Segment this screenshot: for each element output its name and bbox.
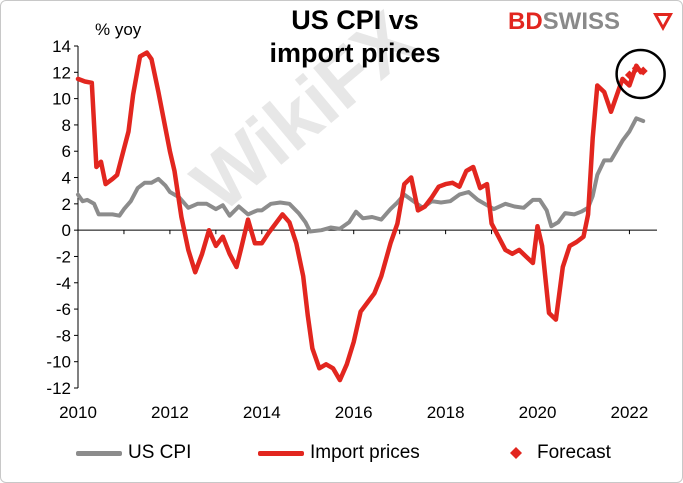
x-tick-label: 2012 (151, 403, 189, 422)
y-tick-label: -6 (56, 300, 71, 319)
legend-label-us-cpi: US CPI (128, 442, 192, 463)
y-tick-label: -8 (56, 326, 71, 345)
x-tick-label: 2018 (427, 403, 465, 422)
legend-label-import-prices: Import prices (310, 442, 420, 463)
x-tick-label: 2014 (243, 403, 281, 422)
y-tick-label: -2 (56, 247, 71, 266)
forecast-point (638, 66, 648, 76)
brand-bd: BD (508, 8, 543, 35)
legend: US CPI Import prices Forecast (0, 440, 683, 470)
x-tick-label: 2010 (59, 403, 97, 422)
x-tick-label: 2022 (611, 403, 649, 422)
legend-swatch-us-cpi (76, 450, 122, 456)
y-tick-label: -10 (46, 353, 71, 372)
y-tick-label: 10 (52, 90, 71, 109)
y-tick-label: 14 (52, 37, 71, 56)
legend-swatch-forecast (510, 447, 522, 459)
chart: 14 12 10 8 6 4 2 0 -2 -4 -6 -8 -10 -12 2010 2012 2014 201… (46, 37, 666, 422)
y-tick-label: 4 (62, 169, 71, 188)
series-line-import-prices (75, 50, 644, 383)
brand-swiss: SWISS (542, 8, 621, 35)
x-tick-label: 2016 (335, 403, 373, 422)
y-tick-label: 0 (62, 221, 71, 240)
y-tick-label: -4 (56, 274, 71, 293)
legend-swatch-import-prices (258, 450, 304, 456)
y-tick-label: 12 (52, 63, 71, 82)
y-tick-label: 6 (62, 142, 71, 161)
legend-item-import-prices: Import prices (258, 442, 420, 464)
forecast-point (631, 63, 641, 73)
chart-title: US CPI vs import prices (269, 5, 441, 68)
y-tick-label: 8 (62, 116, 71, 135)
y-tick-label: -12 (46, 379, 71, 398)
brand-logo: BDSWISS (508, 8, 620, 36)
legend-item-forecast: Forecast (509, 442, 611, 464)
legend-label-forecast: Forecast (537, 442, 611, 463)
brand-arrow-icon (653, 13, 673, 31)
legend-item-us-cpi: US CPI (76, 442, 191, 464)
y-tick-label: 2 (62, 195, 71, 214)
x-tick-label: 2020 (519, 403, 557, 422)
highlight-circle (615, 48, 666, 100)
y-axis-label: % yoy (95, 20, 142, 39)
forecast-point (624, 70, 634, 80)
series-line-us-cpi (76, 116, 646, 234)
